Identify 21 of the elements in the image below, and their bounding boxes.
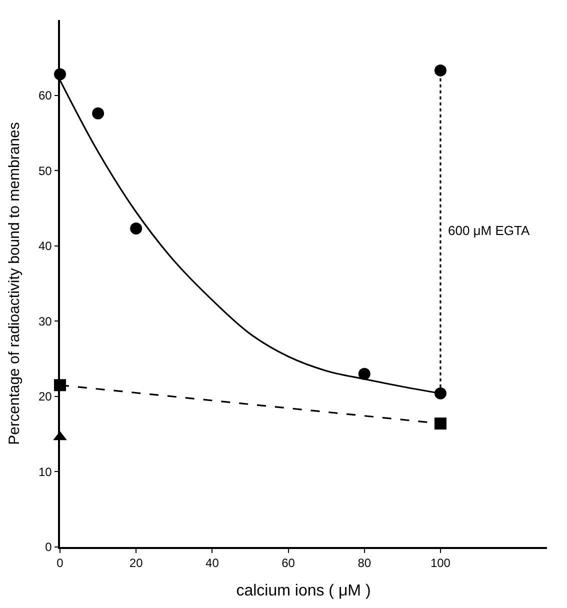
x-tick-label: 40 [206, 556, 220, 570]
point [434, 418, 446, 430]
y-tick-label: 60 [38, 88, 52, 102]
x-tick-label: 20 [129, 556, 144, 570]
annotation: 600 μM EGTA [448, 223, 530, 238]
y-tick-label: 30 [38, 314, 52, 328]
x-tick-label: 80 [358, 556, 372, 570]
x-tick-label: 0 [56, 556, 64, 570]
y-tick-label: 40 [38, 239, 52, 254]
y-tick-label: 50 [38, 164, 52, 178]
x-tick-label: 100 [430, 556, 451, 570]
point [130, 222, 142, 235]
x-axis-title: calcium ions ( μM ) [236, 582, 371, 600]
y-tick-label: 0 [45, 540, 52, 554]
y-axis-title: Percentage of radioactivity bound to membranes [6, 122, 24, 445]
y-tick-label: 10 [38, 464, 52, 479]
point [434, 64, 446, 76]
y-tick-label: 20 [38, 390, 52, 404]
x-tick-label: 60 [282, 556, 296, 570]
point [358, 368, 370, 380]
point [92, 107, 104, 120]
